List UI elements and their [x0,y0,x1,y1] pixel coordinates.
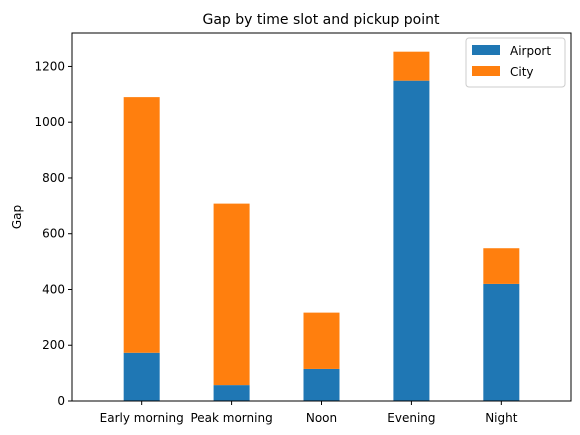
chart-title: Gap by time slot and pickup point [202,12,440,28]
bar-airport-night [483,283,520,401]
bar-airport-early-morning [123,352,160,401]
bar-airport-peak-morning [213,385,250,401]
y-tick-label: 1200 [34,59,65,73]
y-tick-label: 800 [42,171,65,185]
x-tick-label: Peak morning [190,411,272,425]
y-tick-label: 200 [42,338,65,352]
y-tick-label: 600 [42,227,65,241]
bar-city-noon [303,312,340,369]
bar-airport-noon [303,368,340,401]
x-tick-label: Early morning [100,411,184,425]
bars-group [123,51,520,401]
bar-city-night [483,248,520,284]
axes-group: 0 200 400 600 800 1000 1200 Early morning Peak m… [34,32,572,425]
bar-airport-evening [393,80,430,401]
y-tick-label: 0 [57,394,65,408]
bar-city-peak-morning [213,203,250,386]
legend-swatch-airport [472,45,500,55]
legend: Airport City [465,37,566,88]
x-tick-label: Noon [306,411,337,425]
x-tick-label: Evening [387,411,435,425]
y-tick-label: 400 [42,282,65,296]
legend-label-city: City [510,65,534,79]
x-tick-label: Night [485,411,518,425]
legend-label-airport: Airport [510,44,551,58]
y-tick-label: 1000 [34,115,65,129]
bar-city-early-morning [123,97,160,353]
bar-city-evening [393,51,430,81]
legend-swatch-city [472,66,500,76]
y-axis-title: Gap [10,205,24,229]
